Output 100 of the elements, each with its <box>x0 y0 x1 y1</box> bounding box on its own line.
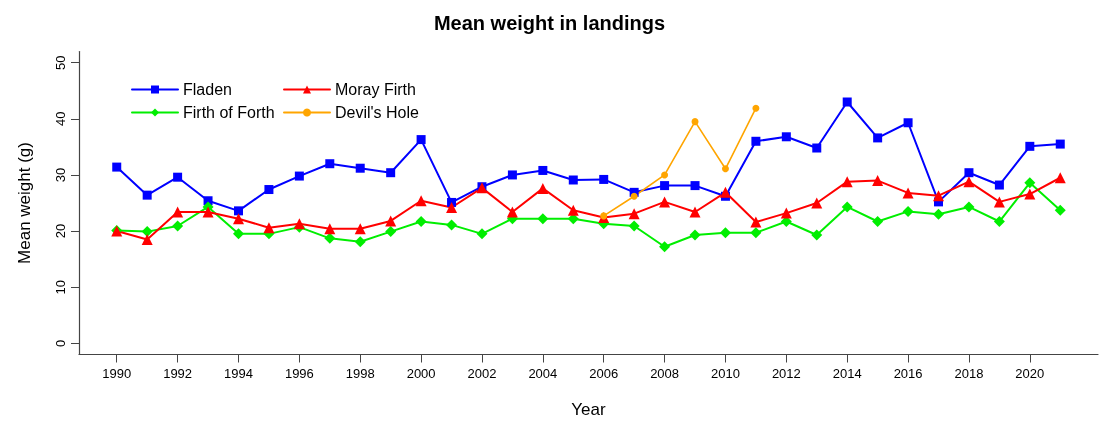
point <box>811 229 823 241</box>
y-tick-label: 0 <box>53 339 68 347</box>
point <box>354 236 366 248</box>
point <box>1025 141 1035 151</box>
point <box>660 181 670 191</box>
chart-title: Mean weight in landings <box>433 12 666 34</box>
x-tick-label: 1998 <box>345 365 375 381</box>
point <box>628 220 640 232</box>
point <box>689 206 701 218</box>
point <box>994 180 1004 190</box>
point <box>964 168 974 178</box>
y-axis-title: Mean weight (g) <box>15 142 34 264</box>
point <box>872 175 884 187</box>
point <box>780 207 792 219</box>
x-tick-label: 2006 <box>589 365 619 381</box>
point <box>659 196 671 208</box>
point <box>355 163 365 173</box>
point <box>1054 204 1066 216</box>
point <box>903 118 913 128</box>
point <box>325 159 335 169</box>
point <box>1024 188 1036 200</box>
point <box>1054 172 1066 184</box>
point <box>446 201 458 213</box>
point <box>661 171 669 179</box>
x-tick-label: 2012 <box>771 365 801 381</box>
y-tick-label: 30 <box>53 167 68 183</box>
point <box>415 195 427 207</box>
point <box>232 213 244 225</box>
point <box>568 175 578 185</box>
x-tick-label: 2016 <box>893 365 923 381</box>
point <box>689 229 701 241</box>
point <box>993 216 1005 228</box>
point <box>476 228 488 240</box>
x-tick-label: 1990 <box>102 365 132 381</box>
point <box>690 181 700 191</box>
point <box>294 171 304 181</box>
point <box>812 143 822 153</box>
point <box>630 192 638 200</box>
point <box>902 187 914 199</box>
x-tick-label: 2018 <box>954 365 984 381</box>
point <box>173 172 183 182</box>
legend-label: Devil's Hole <box>335 104 420 121</box>
point <box>872 216 884 228</box>
x-tick-label: 2010 <box>711 365 740 381</box>
point <box>232 228 244 240</box>
point <box>354 223 366 235</box>
point <box>233 206 243 216</box>
point <box>385 226 397 238</box>
legend-label: Fladen <box>183 81 232 98</box>
point <box>324 223 336 235</box>
point <box>172 220 184 232</box>
point <box>446 219 458 231</box>
point <box>721 165 729 173</box>
point <box>537 182 549 194</box>
point <box>933 190 945 202</box>
point <box>691 118 699 126</box>
point <box>538 165 548 175</box>
point <box>415 216 427 228</box>
y-tick-label: 20 <box>53 223 68 239</box>
point <box>902 205 914 217</box>
point <box>142 190 152 200</box>
point <box>1024 177 1036 189</box>
point <box>811 197 823 209</box>
legend-label: Moray Firth <box>335 81 416 98</box>
point <box>506 206 518 218</box>
point <box>963 201 975 213</box>
y-tick-label: 40 <box>53 111 68 127</box>
point <box>202 206 214 218</box>
point <box>600 212 608 220</box>
x-tick-label: 2000 <box>406 365 436 381</box>
x-tick-label: 2004 <box>528 365 558 381</box>
point <box>141 233 153 245</box>
point <box>567 204 579 216</box>
point <box>537 213 549 225</box>
point <box>933 208 945 220</box>
point <box>264 185 274 195</box>
point <box>841 176 853 188</box>
x-tick-label: 2008 <box>650 365 680 381</box>
point <box>659 241 671 253</box>
point <box>507 170 517 180</box>
point <box>873 133 883 143</box>
point <box>112 162 122 172</box>
point <box>1055 139 1065 149</box>
point <box>750 216 762 228</box>
x-tick-label: 2014 <box>832 365 862 381</box>
y-tick-label: 10 <box>53 279 68 295</box>
x-axis-title: Year <box>571 399 607 419</box>
point <box>416 135 426 145</box>
x-tick-label: 2020 <box>1015 365 1045 381</box>
x-tick-label: 1996 <box>284 365 314 381</box>
point <box>842 97 852 107</box>
point <box>172 206 184 218</box>
point <box>719 227 731 239</box>
point <box>963 176 975 188</box>
point <box>750 227 762 239</box>
point <box>781 132 791 142</box>
point <box>628 208 640 220</box>
y-tick-label: 50 <box>53 55 68 70</box>
legend-label: Firth of Forth <box>183 104 275 121</box>
point <box>719 186 731 198</box>
